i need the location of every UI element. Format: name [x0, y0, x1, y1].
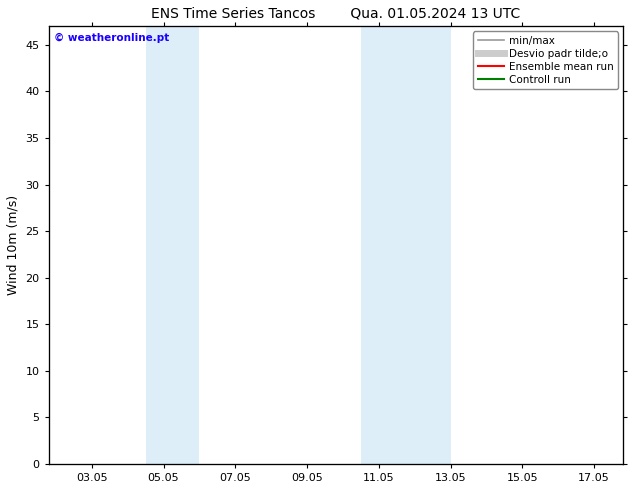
- Y-axis label: Wind 10m (m/s): Wind 10m (m/s): [7, 195, 20, 295]
- Title: ENS Time Series Tancos        Qua. 01.05.2024 13 UTC: ENS Time Series Tancos Qua. 01.05.2024 1…: [151, 7, 521, 21]
- Bar: [146, 26, 199, 464]
- Legend: min/max, Desvio padr tilde;o, Ensemble mean run, Controll run: min/max, Desvio padr tilde;o, Ensemble m…: [474, 31, 618, 89]
- Bar: [361, 26, 451, 464]
- Text: © weatheronline.pt: © weatheronline.pt: [55, 33, 170, 43]
